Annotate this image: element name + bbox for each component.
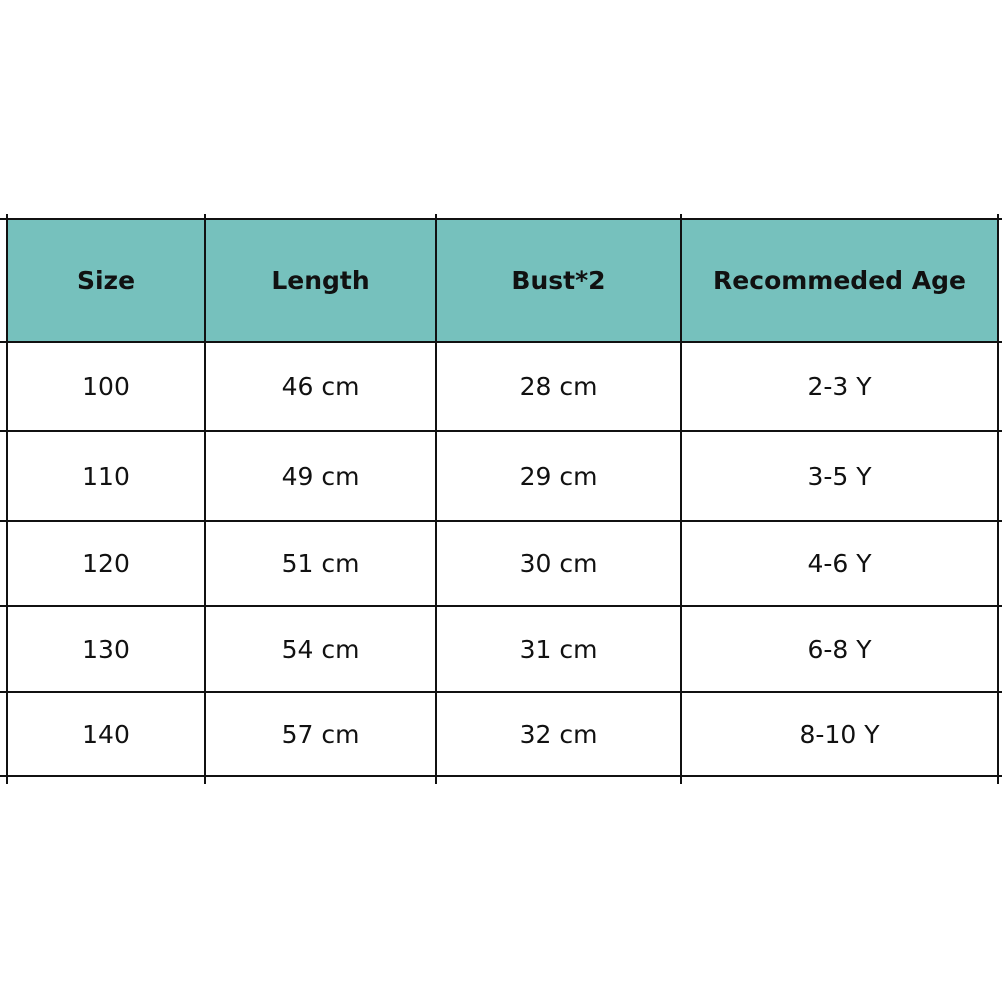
table-cell: 51 cm — [281, 549, 360, 578]
grid-line-horizontal — [0, 605, 1002, 607]
grid-line-vertical — [680, 214, 682, 784]
table-cell: 140 — [82, 719, 130, 749]
table-cell: 8-10 Y — [799, 719, 880, 749]
table-cell: 31 cm — [519, 634, 598, 664]
grid-line-horizontal — [0, 218, 1002, 220]
column-header: Bust*2 — [511, 266, 606, 295]
grid-line-vertical — [204, 214, 206, 784]
column-header: Recommeded Age — [713, 266, 966, 295]
table-cell: 130 — [82, 634, 130, 664]
table-cell: 46 cm — [281, 372, 360, 401]
table-cell: 4-6 Y — [807, 549, 872, 578]
table-cell: 28 cm — [519, 372, 598, 401]
table-cell: 6-8 Y — [807, 634, 872, 664]
table-cell: 30 cm — [519, 549, 598, 578]
table-cell: 110 — [82, 461, 130, 491]
table-cell: 3-5 Y — [807, 461, 872, 491]
table-cell: 49 cm — [281, 461, 360, 491]
table-cell: 32 cm — [519, 719, 598, 749]
grid-line-horizontal — [0, 430, 1002, 432]
column-header: Size — [76, 266, 136, 295]
grid-line-vertical — [435, 214, 437, 784]
grid-line-vertical — [997, 214, 999, 784]
grid-line-horizontal — [0, 775, 1002, 777]
table-cell: 100 — [82, 372, 130, 401]
table-cell: 57 cm — [281, 719, 360, 749]
table-cell: 2-3 Y — [807, 372, 872, 401]
table-cell: 29 cm — [519, 461, 598, 491]
column-header: Length — [271, 266, 370, 295]
grid-line-horizontal — [0, 691, 1002, 693]
grid-line-horizontal — [0, 341, 1002, 343]
table-cell: 54 cm — [281, 634, 360, 664]
table-cell: 120 — [82, 549, 130, 578]
grid-line-horizontal — [0, 520, 1002, 522]
table-header-background — [7, 219, 998, 342]
grid-line-vertical — [6, 214, 8, 784]
